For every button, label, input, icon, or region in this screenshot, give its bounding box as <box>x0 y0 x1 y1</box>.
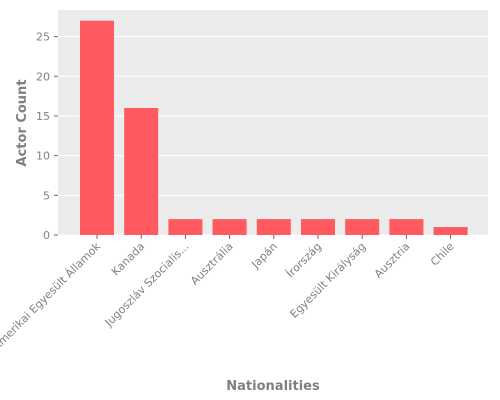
bar <box>301 219 335 235</box>
bar <box>212 219 247 235</box>
y-tick-label: 5 <box>43 189 50 202</box>
x-tick-label: Chile <box>428 240 457 269</box>
x-tick-label: Jugoszláv Szocialis... <box>102 240 192 330</box>
bar <box>256 219 291 235</box>
x-tick-label: Egyesült Királyság <box>287 240 368 321</box>
plot-background <box>58 10 488 235</box>
y-tick-label: 25 <box>36 31 50 44</box>
bar <box>80 20 114 236</box>
x-axis-title: Nationalities <box>226 379 320 394</box>
x-tick-label: Amerikai Egyesült Államok <box>0 239 104 353</box>
y-tick-label: 20 <box>36 70 50 83</box>
y-axis-ticks: 0 5 10 15 20 25 <box>36 31 58 242</box>
x-axis-ticks: Amerikai Egyesült Államok KanadaJugoszláv… <box>0 235 457 353</box>
x-tick-label: Ausztria <box>372 240 413 281</box>
y-tick-label: 10 <box>36 150 50 163</box>
bar <box>345 219 380 235</box>
bar <box>433 227 468 235</box>
x-tick-label: Ausztrália <box>188 240 236 288</box>
x-tick-label: Írország <box>284 240 324 280</box>
bars <box>80 20 468 236</box>
y-tick-label: 0 <box>43 229 50 242</box>
x-tick-label: Japán <box>248 240 280 272</box>
y-tick-label: 15 <box>36 110 50 123</box>
y-axis-title: Actor Count <box>15 79 30 166</box>
bar <box>389 219 424 235</box>
x-tick-label: Kanada <box>109 240 147 278</box>
bar <box>168 219 203 235</box>
bar <box>124 108 159 235</box>
